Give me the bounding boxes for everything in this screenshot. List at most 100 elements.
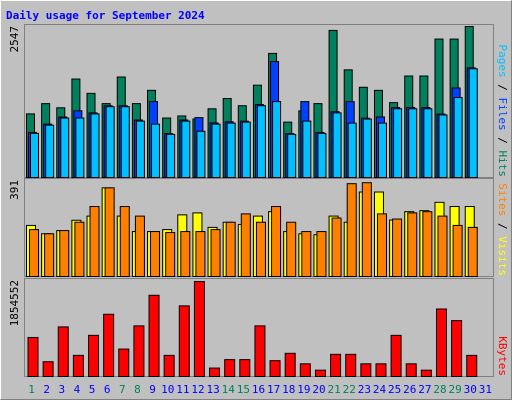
x-tick-label: 25 xyxy=(388,383,401,396)
bar xyxy=(210,229,221,277)
bar xyxy=(437,215,448,278)
x-tick-label: 28 xyxy=(433,383,446,396)
bar xyxy=(60,117,70,179)
bar xyxy=(466,354,478,377)
bar xyxy=(211,123,221,179)
bar xyxy=(104,187,115,277)
bar xyxy=(42,361,54,377)
x-tick-label: 30 xyxy=(464,383,477,396)
bar xyxy=(29,229,39,277)
bar xyxy=(256,105,266,178)
bar xyxy=(360,363,372,377)
bar xyxy=(72,354,84,377)
bar xyxy=(451,320,463,378)
x-tick-label: 29 xyxy=(449,383,462,396)
bar xyxy=(422,211,433,277)
bar xyxy=(377,122,387,178)
bar xyxy=(423,108,433,178)
bar xyxy=(165,232,176,277)
x-tick-label: 18 xyxy=(282,383,295,396)
legend-separator: / xyxy=(496,131,509,151)
x-tick-label: 31 xyxy=(479,383,492,396)
bar xyxy=(74,221,85,278)
bar xyxy=(271,206,282,277)
legend-entry: Hits xyxy=(496,151,509,178)
bar xyxy=(166,133,176,178)
bar xyxy=(452,224,463,277)
legend-entry: Files xyxy=(496,98,509,131)
legend: KBytes xyxy=(496,336,509,376)
bar xyxy=(420,369,432,377)
bar xyxy=(240,213,251,278)
bar xyxy=(225,221,236,278)
x-tick-label: 17 xyxy=(267,383,280,396)
legend-separator: / xyxy=(496,216,509,236)
x-tick-label: 20 xyxy=(312,383,325,396)
bar xyxy=(286,221,297,278)
legend-entry: KBytes xyxy=(496,336,509,376)
chart-title: Daily usage for September 2024 xyxy=(6,9,205,22)
bar xyxy=(150,231,161,278)
bar xyxy=(133,325,145,377)
bar xyxy=(209,367,221,377)
bar xyxy=(393,108,403,178)
bar xyxy=(178,305,190,378)
bar xyxy=(345,353,357,378)
x-tick-label: 3 xyxy=(59,383,66,396)
bar xyxy=(59,230,70,278)
bar xyxy=(226,122,236,178)
bar xyxy=(317,132,327,178)
bar xyxy=(299,363,311,377)
bar xyxy=(453,97,463,178)
bar xyxy=(103,313,115,378)
legend-entry: Sites xyxy=(496,183,509,216)
bar xyxy=(255,221,266,278)
bar xyxy=(120,106,130,178)
bar xyxy=(118,348,130,377)
bar xyxy=(405,363,417,377)
bar xyxy=(316,231,327,278)
bar xyxy=(180,231,191,278)
x-tick-label: 19 xyxy=(297,383,310,396)
legend-entry: Pages xyxy=(496,45,509,78)
legend: Pages / Files / Hits xyxy=(496,45,509,178)
bar xyxy=(119,206,130,277)
bar xyxy=(44,233,55,278)
x-tick-label: 27 xyxy=(418,383,431,396)
x-tick-label: 4 xyxy=(74,383,81,396)
bar xyxy=(392,218,403,278)
bar xyxy=(438,114,448,178)
x-tick-label: 24 xyxy=(373,383,387,396)
bar xyxy=(468,68,478,178)
bar xyxy=(284,352,296,377)
bar xyxy=(301,231,312,278)
bar xyxy=(375,363,387,377)
x-tick-label: 21 xyxy=(328,383,341,396)
x-tick-label: 14 xyxy=(222,383,236,396)
bar xyxy=(241,121,251,178)
x-tick-label: 8 xyxy=(134,383,141,396)
bar xyxy=(75,117,85,179)
legend-separator: / xyxy=(496,78,509,98)
x-tick-label: 13 xyxy=(206,383,219,396)
bar xyxy=(193,281,205,378)
bar xyxy=(330,353,342,378)
legend-entry: Visits xyxy=(496,236,509,276)
bar xyxy=(151,123,161,179)
x-tick-label: 23 xyxy=(358,383,371,396)
x-tick-label: 16 xyxy=(252,383,265,396)
bar xyxy=(181,120,191,178)
bar xyxy=(88,334,100,377)
bar xyxy=(407,212,418,278)
bar xyxy=(45,124,55,179)
bar xyxy=(302,120,312,178)
bar xyxy=(362,118,372,178)
bar xyxy=(346,183,357,277)
bar xyxy=(361,182,372,277)
bar xyxy=(269,360,281,378)
y-tick-label: 1854552 xyxy=(8,280,21,326)
y-tick-label: 391 xyxy=(8,180,21,200)
bar xyxy=(89,206,100,277)
